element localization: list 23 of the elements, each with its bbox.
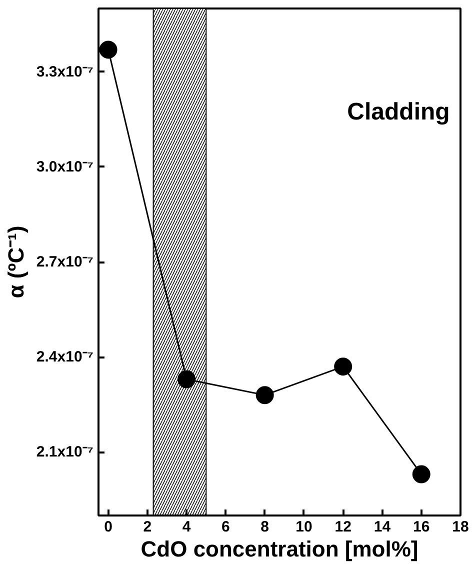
y-tick-label: 2.1x10⁻⁷	[36, 444, 94, 461]
x-tick-label: 16	[413, 518, 430, 536]
x-tick-label: 2	[143, 518, 152, 536]
x-tick-label: 4	[182, 518, 192, 536]
y-tick-label: 2.7x10⁻⁷	[36, 254, 94, 270]
x-tick-label: 8	[260, 518, 269, 536]
point	[256, 386, 274, 404]
x-tick-label: 6	[222, 518, 230, 536]
y-tick-label: 2.4x10⁻⁷	[36, 348, 94, 366]
point	[412, 465, 430, 484]
x-tick-label: 10	[296, 518, 312, 536]
point	[99, 40, 118, 59]
x-axis-title: CdO concentration [mol%]	[140, 536, 418, 562]
point	[178, 370, 196, 388]
y-tick-label: 3.3x10⁻⁷	[36, 63, 94, 80]
point	[334, 358, 352, 376]
x-tick-label: 18	[452, 518, 469, 536]
x-tick-label: 14	[374, 518, 392, 536]
y-axis-title: α (ºC⁻¹)	[3, 226, 28, 298]
x-tick-label: 12	[334, 518, 352, 536]
x-tick-label: 0	[104, 518, 112, 536]
annotation: Cladding	[347, 98, 450, 126]
y-tick-label: 3.0x10⁻⁷	[36, 158, 94, 176]
